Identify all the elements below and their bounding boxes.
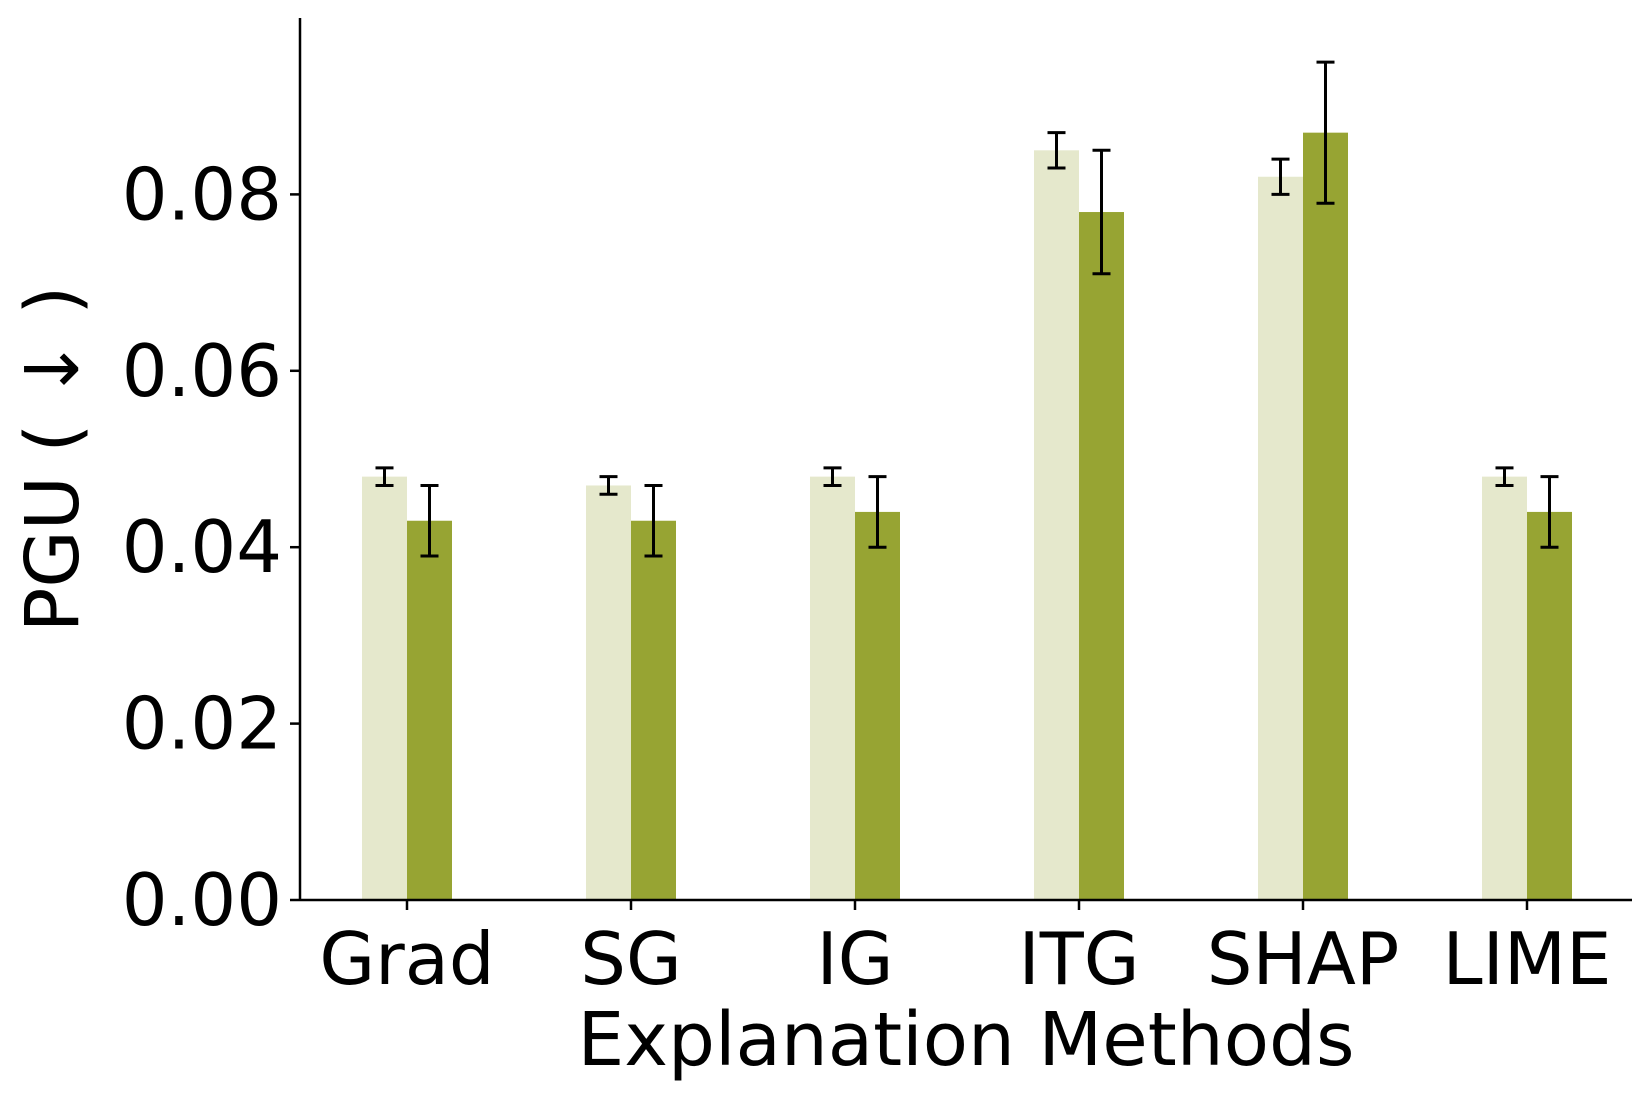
bar-sg-series-light — [586, 485, 631, 900]
y-tick-label: 0.00 — [122, 858, 282, 942]
y-axis-title: PGU ( ↓ ) — [10, 286, 96, 632]
bar-lime-series-light — [1482, 476, 1527, 900]
y-tick-label: 0.08 — [122, 152, 282, 236]
x-tick-label-ig: IG — [816, 917, 893, 1001]
error-bars-group — [375, 60, 1559, 558]
x-tick-label-lime: LIME — [1443, 917, 1612, 1001]
bar-grad-series-dark — [407, 520, 452, 900]
y-tick-label: 0.02 — [122, 682, 282, 766]
y-ticks-group: 0.00 0.02 0.04 0.06 0.08 — [122, 152, 300, 942]
bar-grad-series-light — [362, 476, 407, 900]
y-tick-label: 0.04 — [122, 505, 282, 589]
x-tick-label-grad: Grad — [319, 917, 494, 1001]
bar-shap-series-light — [1258, 176, 1303, 900]
bar-lime-series-dark — [1527, 511, 1572, 900]
x-axis-title: Explanation Methods — [577, 997, 1354, 1083]
bar-shap-series-dark — [1303, 132, 1348, 900]
x-tick-label-shap: SHAP — [1207, 917, 1400, 1001]
bar-itg-series-light — [1034, 150, 1079, 901]
y-tick-label: 0.06 — [122, 329, 282, 413]
x-tick-label-sg: SG — [580, 917, 682, 1001]
x-tick-label-itg: ITG — [1018, 917, 1139, 1001]
bar-itg-series-dark — [1079, 212, 1124, 901]
bar-ig-series-dark — [855, 511, 900, 900]
x-ticks-group: Grad SG IG ITG SHAP LIME — [319, 900, 1611, 1001]
bar-ig-series-light — [810, 476, 855, 900]
bar-sg-series-dark — [631, 520, 676, 900]
bars-group — [362, 132, 1572, 901]
